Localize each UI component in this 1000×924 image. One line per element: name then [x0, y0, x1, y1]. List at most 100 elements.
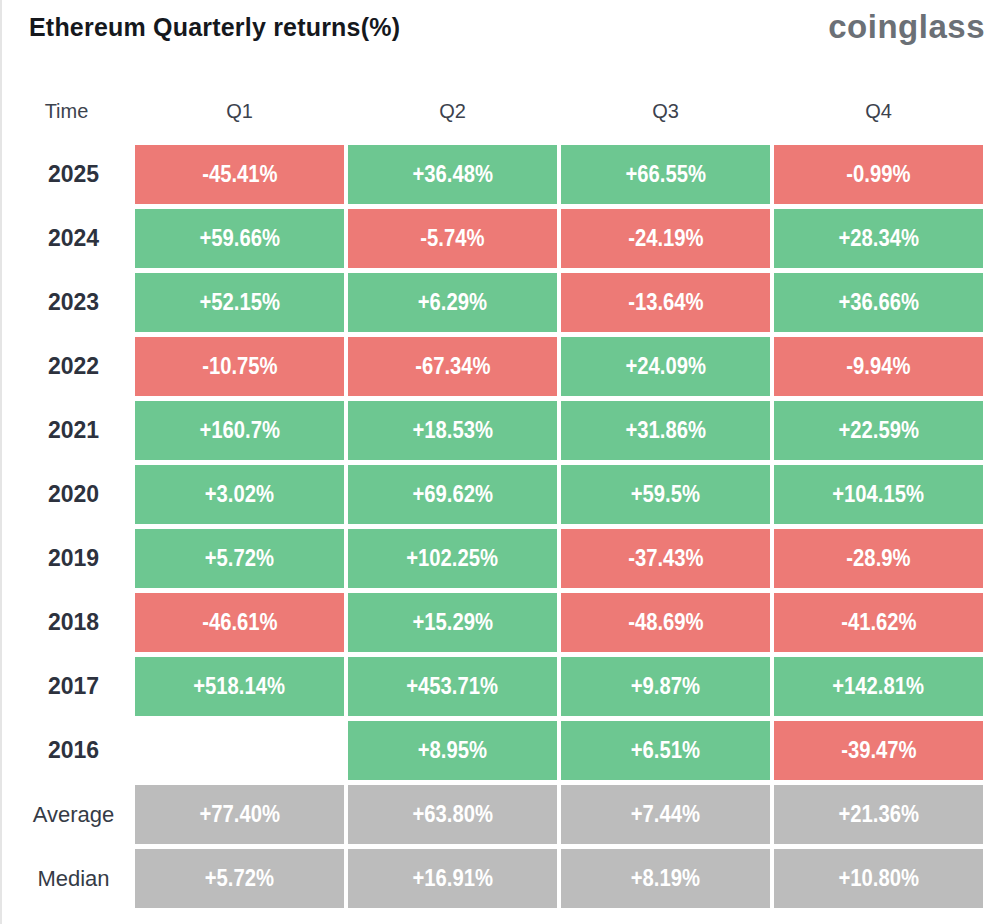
- return-value: +5.72%: [205, 545, 274, 572]
- return-value: +160.7%: [199, 417, 279, 444]
- return-value: -39.47%: [841, 737, 916, 764]
- return-cell: +3.02%: [135, 465, 344, 524]
- return-cell: +24.09%: [561, 337, 770, 396]
- return-value: +453.71%: [407, 673, 499, 700]
- year-row-label: 2025: [2, 145, 131, 204]
- table-row: 2021+160.7%+18.53%+31.86%+22.59%: [2, 401, 983, 460]
- table-row: Average+77.40%+63.80%+7.44%+21.36%: [2, 785, 983, 844]
- year-row-label: 2023: [2, 273, 131, 332]
- return-cell: +66.55%: [561, 145, 770, 204]
- summary-row-label: Average: [2, 785, 131, 844]
- return-value: +10.80%: [838, 865, 918, 892]
- return-cell: +36.66%: [774, 273, 983, 332]
- table-row: Median +5.72% +16.91% +8.19% +10.80%: [2, 849, 983, 908]
- return-value: +6.29%: [418, 289, 487, 316]
- return-value: -67.34%: [415, 353, 490, 380]
- year-row-label: 2018: [2, 593, 131, 652]
- return-cell: +52.15%: [135, 273, 344, 332]
- table-row: 2025 -45.41% +36.48% +66.55% -0.99%: [2, 145, 983, 204]
- return-value: +59.5%: [631, 481, 700, 508]
- quarter-column-header: Q4: [774, 98, 983, 124]
- return-value: +31.86%: [625, 417, 705, 444]
- return-value: -9.94%: [846, 353, 910, 380]
- return-cell: +69.62%: [348, 465, 557, 524]
- return-cell: +18.53%: [348, 401, 557, 460]
- return-cell: -67.34%: [348, 337, 557, 396]
- return-cell: +36.48%: [348, 145, 557, 204]
- widget-header: Ethereum Quarterly returns(%) coinglass: [2, 0, 1000, 46]
- return-cell: +7.44%: [561, 785, 770, 844]
- return-cell: +10.80%: [774, 849, 983, 908]
- year-row-label: 2024: [2, 209, 131, 268]
- return-cell: +21.36%: [774, 785, 983, 844]
- year-row-label: 2021: [2, 401, 131, 460]
- table-row: 2020+3.02%+69.62%+59.5%+104.15%: [2, 465, 983, 524]
- table-row: 2016 +8.95% +6.51% -39.47%: [2, 721, 983, 780]
- quarterly-returns-widget: Ethereum Quarterly returns(%) coinglass …: [0, 0, 1000, 924]
- return-cell: +453.71%: [348, 657, 557, 716]
- return-value: +69.62%: [412, 481, 492, 508]
- page-title: Ethereum Quarterly returns(%): [29, 10, 400, 44]
- year-row-label: 2022: [2, 337, 131, 396]
- table-header-row: TimeQ1Q2Q3Q4: [2, 98, 983, 124]
- return-value: -5.74%: [420, 225, 484, 252]
- return-cell: +59.5%: [561, 465, 770, 524]
- return-value: -41.62%: [841, 609, 916, 636]
- return-cell: -41.62%: [774, 593, 983, 652]
- table-row: 2017 +518.14% +453.71% +9.87% +142.81%: [2, 657, 983, 716]
- return-cell: -24.19%: [561, 209, 770, 268]
- year-row-label: 2019: [2, 529, 131, 588]
- quarter-column-header: Q1: [135, 98, 344, 124]
- return-cell: -37.43%: [561, 529, 770, 588]
- return-cell: +6.51%: [561, 721, 770, 780]
- return-value: +24.09%: [625, 353, 705, 380]
- quarter-column-header: Q2: [348, 98, 557, 124]
- return-cell: +160.7%: [135, 401, 344, 460]
- year-row-label: 2016: [2, 721, 131, 780]
- coinglass-logo[interactable]: coinglass: [828, 10, 985, 44]
- return-cell: -0.99%: [774, 145, 983, 204]
- return-cell: +59.66%: [135, 209, 344, 268]
- return-cell: -13.64%: [561, 273, 770, 332]
- return-cell: +31.86%: [561, 401, 770, 460]
- return-value: +28.34%: [838, 225, 918, 252]
- return-value: -48.69%: [628, 609, 703, 636]
- table-row: 2024+59.66% -5.74% -24.19% +28.34%: [2, 209, 983, 268]
- return-value: +5.72%: [205, 865, 274, 892]
- quarter-column-header: Q3: [561, 98, 770, 124]
- return-value: -45.41%: [202, 161, 277, 188]
- return-value: +52.15%: [199, 289, 279, 316]
- return-cell: +5.72%: [135, 529, 344, 588]
- returns-table: 2025 -45.41% +36.48% +66.55% -0.99% 2024+59.6…: [2, 145, 1000, 908]
- return-cell: -10.75%: [135, 337, 344, 396]
- return-value: -0.99%: [846, 161, 910, 188]
- return-cell: -9.94%: [774, 337, 983, 396]
- return-value: +142.81%: [833, 673, 925, 700]
- return-value: -28.9%: [846, 545, 910, 572]
- return-value: -24.19%: [628, 225, 703, 252]
- time-column-header: Time: [2, 98, 131, 124]
- return-cell: +102.25%: [348, 529, 557, 588]
- summary-row-label: Median: [2, 849, 131, 908]
- return-cell: +8.19%: [561, 849, 770, 908]
- return-value: +102.25%: [407, 545, 499, 572]
- return-value: +518.14%: [194, 673, 286, 700]
- return-cell: +8.95%: [348, 721, 557, 780]
- return-cell: +15.29%: [348, 593, 557, 652]
- return-value: +3.02%: [205, 481, 274, 508]
- return-cell: -45.41%: [135, 145, 344, 204]
- return-cell: -5.74%: [348, 209, 557, 268]
- table-row: 2022-10.75% -67.34% +24.09% -9.94%: [2, 337, 983, 396]
- empty-cell: [135, 721, 344, 780]
- table-row: 2019 +5.72% +102.25% -37.43% -28.9%: [2, 529, 983, 588]
- return-value: +66.55%: [625, 161, 705, 188]
- return-cell: +104.15%: [774, 465, 983, 524]
- return-value: +36.48%: [412, 161, 492, 188]
- return-cell: +5.72%: [135, 849, 344, 908]
- return-value: +16.91%: [412, 865, 492, 892]
- return-cell: +9.87%: [561, 657, 770, 716]
- year-row-label: 2017: [2, 657, 131, 716]
- return-cell: -39.47%: [774, 721, 983, 780]
- return-value: +18.53%: [412, 417, 492, 444]
- return-value: +6.51%: [631, 737, 700, 764]
